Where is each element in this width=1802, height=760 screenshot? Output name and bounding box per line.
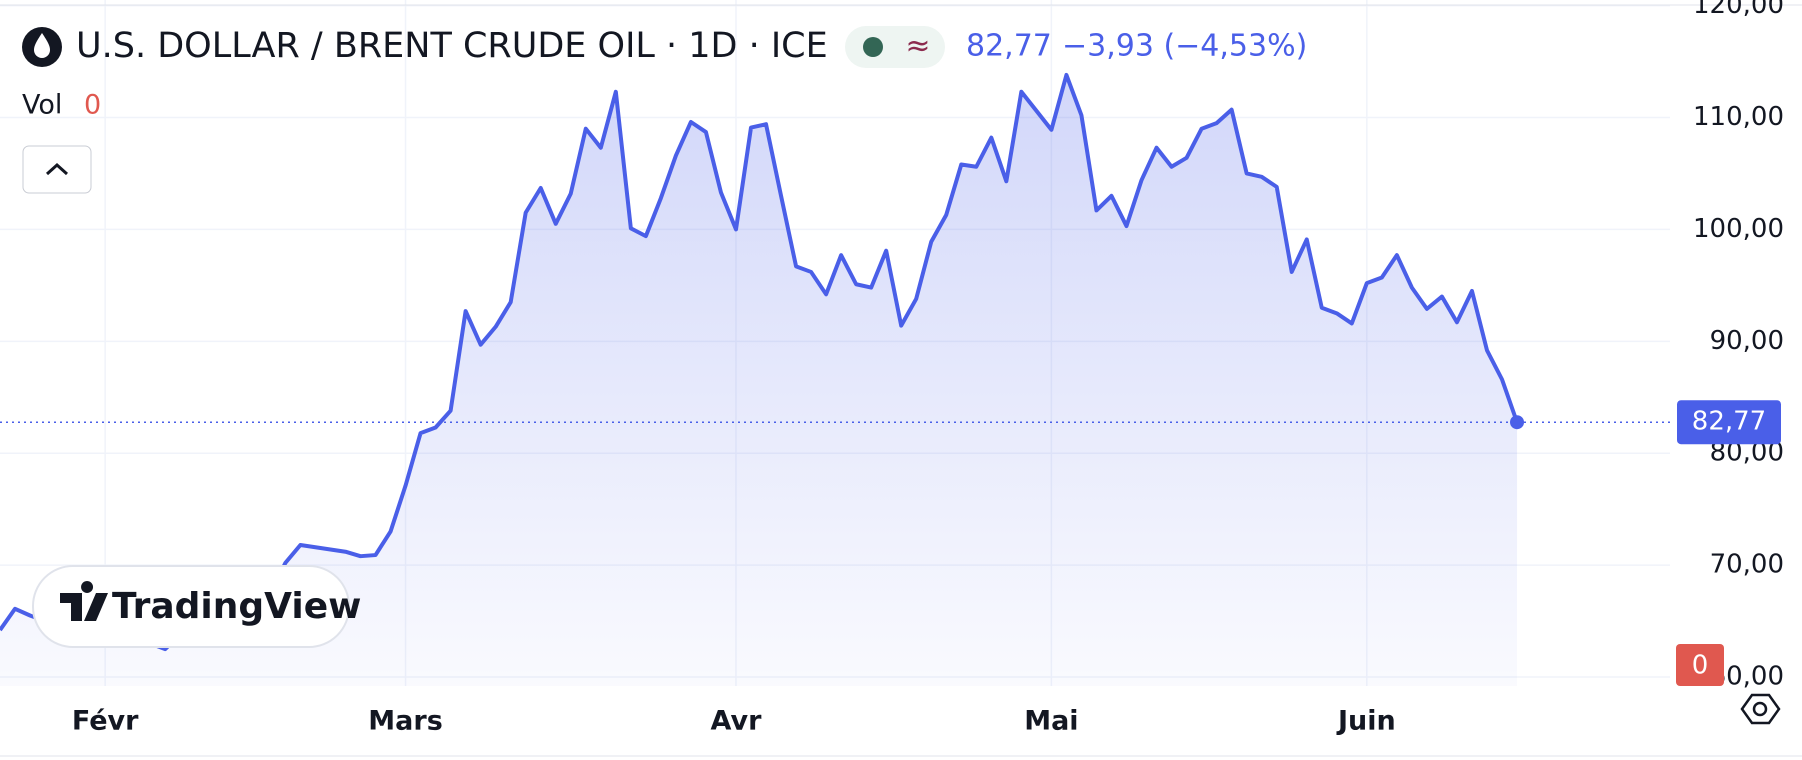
change: −3,93 (−4,53%) <box>1062 29 1307 64</box>
status-pill <box>845 26 945 68</box>
chart-title: U.S. DOLLAR / BRENT CRUDE OIL · 1D · ICE <box>76 26 828 66</box>
area-fill <box>0 74 1518 687</box>
last-point <box>1510 415 1525 430</box>
volume-value: 0 <box>84 90 101 121</box>
volume-label: Vol <box>22 90 62 121</box>
axes: 60,0070,0080,0090,00100,00110,00120,00Fé… <box>72 0 1784 737</box>
x-tick-label: Févr <box>72 706 139 737</box>
volume-tag-value: 0 <box>1692 651 1709 681</box>
brand-name: TradingView <box>112 586 361 627</box>
chevron-icon <box>45 162 69 176</box>
y-tick-label: 120,00 <box>1693 0 1784 20</box>
x-tick-label: Juin <box>1336 706 1396 737</box>
brand-icon <box>60 581 108 621</box>
brand-badge <box>32 565 350 648</box>
y-tick-label: 110,00 <box>1693 102 1784 132</box>
volume-tag <box>1676 644 1724 686</box>
y-tick-label: 100,00 <box>1693 214 1784 244</box>
last-price-label: 82,77 <box>1692 407 1766 437</box>
x-tick-label: Mai <box>1024 706 1078 737</box>
price: 82,77 <box>966 29 1052 64</box>
settings-icon-center <box>1752 701 1768 717</box>
x-tick-label: Mars <box>368 706 442 737</box>
y-tick-label: 70,00 <box>1710 550 1784 580</box>
approx-icon: ≈ <box>905 29 930 64</box>
market-dot <box>863 37 883 57</box>
last-price-tag <box>1677 400 1781 445</box>
drop-icon <box>34 33 50 58</box>
y-tick-label: 90,00 <box>1710 326 1784 356</box>
settings-icon[interactable] <box>1740 693 1781 725</box>
collapse-button[interactable] <box>22 145 92 194</box>
x-tick-label: Avr <box>711 706 763 737</box>
